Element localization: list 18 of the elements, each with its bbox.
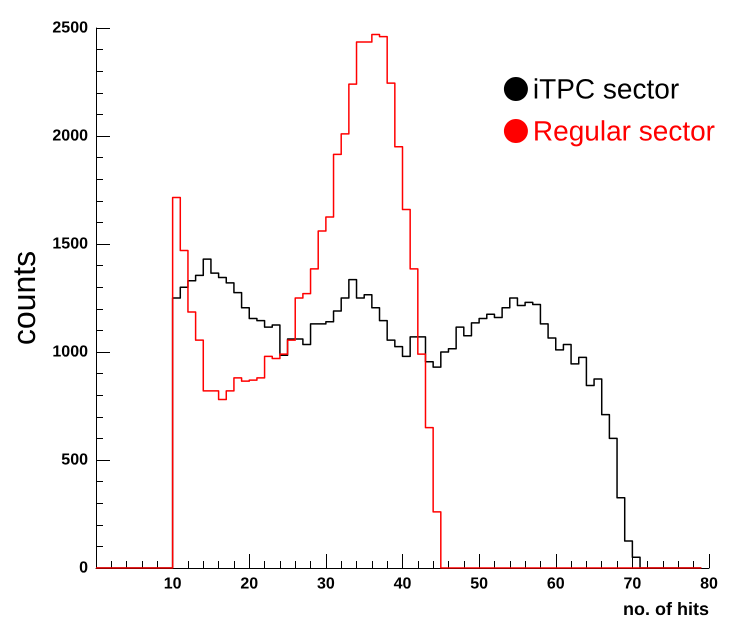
y-tick-label: 2500 (52, 20, 88, 36)
x-tick-label: 80 (700, 576, 718, 592)
x-tick-label: 20 (240, 576, 258, 592)
x-axis-title: no. of hits (623, 599, 709, 619)
y-axis-title: counts (6, 250, 42, 346)
y-tick-label: 1000 (52, 344, 88, 360)
x-tick-label: 40 (394, 576, 412, 592)
legend-label: Regular sector (532, 116, 716, 146)
legend-label: iTPC sector (532, 74, 680, 104)
y-tick-label: 0 (79, 560, 88, 576)
x-tick-label: 10 (164, 576, 182, 592)
y-tick-label: 1500 (52, 236, 88, 252)
x-tick-label: 30 (316, 576, 335, 592)
x-tick-label: 50 (470, 576, 488, 592)
y-tick-label: 2000 (52, 128, 88, 144)
y-tick-label: 500 (61, 452, 88, 468)
x-tick-label: 70 (623, 576, 642, 592)
x-tick-label: 60 (546, 576, 565, 592)
